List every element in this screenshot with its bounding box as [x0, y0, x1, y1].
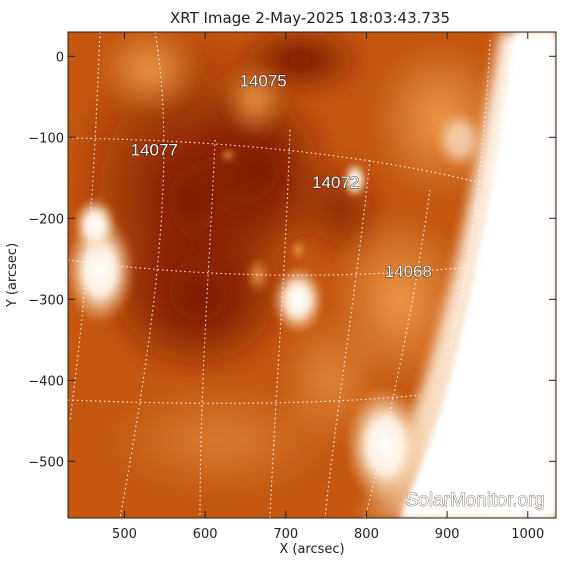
solar-image: 14075 14077 14072 14068 SolarMonitor.org	[68, 32, 556, 518]
x-axis-label: X (arcsec)	[279, 542, 344, 557]
active-region-label: 14075	[239, 72, 286, 91]
y-tick-label: −500	[28, 455, 64, 470]
x-tick-label: 600	[193, 527, 218, 542]
x-tick-label: 900	[435, 527, 460, 542]
y-axis-ticks: 0 −100 −200 −300 −400 −500	[28, 50, 556, 470]
y-tick-label: −300	[28, 293, 64, 308]
x-tick-label: 500	[112, 527, 137, 542]
plot-title: XRT Image 2-May-2025 18:03:43.735	[170, 9, 450, 27]
y-tick-label: 0	[56, 50, 64, 65]
x-tick-label: 800	[354, 527, 379, 542]
x-tick-label: 1000	[511, 527, 544, 542]
y-tick-label: −100	[28, 131, 64, 146]
solarmonitor-watermark: SolarMonitor.org	[406, 490, 545, 511]
heliographic-grid	[68, 32, 491, 518]
y-tick-label: −200	[28, 212, 64, 227]
plot-frame	[67, 31, 557, 519]
active-region-label: 14077	[131, 140, 178, 159]
y-axis-label: Y (arcsec)	[5, 243, 20, 308]
y-tick-label: −400	[28, 374, 64, 389]
active-region-label: 14072	[312, 173, 359, 192]
x-axis-ticks: 500 600 700 800 900 1000	[112, 32, 544, 542]
active-region-label: 14068	[385, 262, 432, 281]
x-tick-label: 700	[273, 527, 298, 542]
